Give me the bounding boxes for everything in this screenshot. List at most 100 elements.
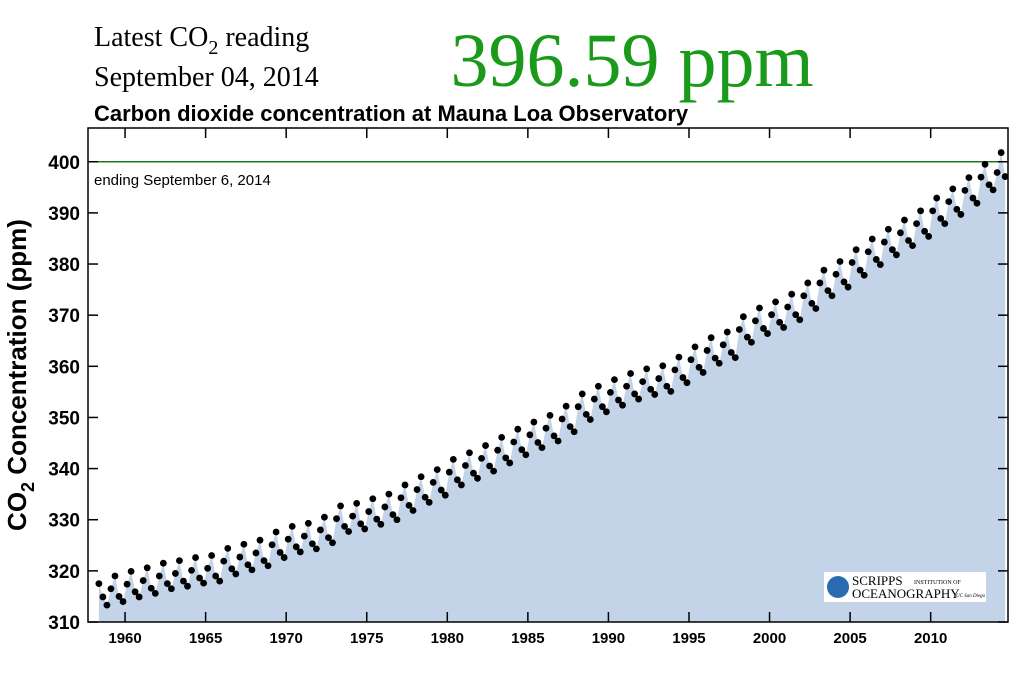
data-point [917, 207, 924, 215]
y-axis-label: CO2 Concentration (ppm) [2, 219, 38, 531]
x-tick-label: 1960 [108, 630, 141, 647]
data-point [490, 467, 498, 475]
data-point [429, 478, 437, 486]
data-point [856, 266, 864, 274]
data-point [933, 194, 941, 202]
data-point [788, 290, 796, 298]
data-point [514, 425, 522, 433]
data-point [764, 330, 771, 337]
data-point [123, 580, 131, 588]
area [98, 152, 1006, 623]
data-point [993, 169, 1001, 176]
data-point [651, 391, 659, 398]
data-point [691, 343, 699, 351]
data-point [804, 279, 812, 287]
data-point [107, 585, 115, 593]
data-point [566, 423, 574, 431]
data-point [308, 540, 316, 548]
data-point [715, 359, 723, 367]
data-point [510, 438, 518, 446]
data-point [361, 525, 369, 533]
data-point [139, 577, 147, 584]
data-point [727, 349, 735, 356]
data-point [643, 365, 651, 373]
y-tick-label: 400 [48, 153, 80, 174]
data-point [832, 270, 840, 278]
data-point [345, 528, 353, 535]
data-point [260, 557, 268, 565]
data-point [953, 205, 961, 213]
data-point [252, 549, 260, 557]
data-point [389, 511, 397, 519]
chart-title: Carbon dioxide concentration at Mauna Lo… [94, 101, 689, 126]
data-point [172, 570, 179, 577]
data-point [433, 466, 441, 474]
data-point [417, 473, 425, 481]
data-point [594, 382, 602, 390]
y-tick-label: 390 [48, 204, 80, 225]
data-point [546, 412, 554, 419]
data-point [163, 580, 171, 588]
data-point [941, 220, 949, 228]
y-tick-label: 340 [48, 460, 80, 481]
data-point [679, 374, 687, 381]
data-point [196, 574, 203, 582]
data-point [792, 311, 800, 319]
x-tick-label: 2010 [914, 630, 947, 647]
data-point [703, 347, 711, 354]
data-point [925, 233, 933, 240]
data-point [844, 283, 852, 291]
data-point [184, 582, 191, 590]
data-point [824, 287, 832, 295]
logo-campus: UC San Diego [956, 594, 986, 599]
data-point [836, 258, 844, 265]
data-point [268, 541, 276, 549]
data-point [494, 446, 502, 454]
data-point [337, 502, 344, 510]
data-point [937, 215, 945, 222]
logo-name2: OCEANOGRAPHY [852, 586, 960, 601]
data-point [180, 577, 187, 585]
data-point [377, 520, 385, 528]
data-point [147, 584, 155, 592]
x-tick-label: 1995 [672, 630, 705, 647]
data-point [675, 353, 683, 361]
data-point [176, 557, 183, 565]
data-point [929, 207, 937, 215]
data-point [333, 515, 340, 523]
data-point [840, 278, 848, 286]
data-point [820, 266, 828, 274]
data-point [425, 498, 433, 506]
data-point [458, 481, 465, 489]
logo-globe [827, 576, 849, 598]
data-point [562, 402, 570, 410]
data-point [530, 418, 538, 426]
data-point [615, 396, 622, 404]
data-point [872, 256, 880, 263]
data-point [880, 238, 888, 246]
data-point [159, 559, 167, 567]
logo: SCRIPPS INSTITUTION OF OCEANOGRAPHY UC S… [824, 572, 986, 602]
data-point [1001, 173, 1009, 180]
data-point [965, 174, 973, 182]
data-point [312, 545, 320, 553]
data-point [236, 553, 244, 561]
data-point [264, 562, 272, 570]
data-point [848, 259, 856, 266]
data-point [155, 572, 163, 580]
data-point [151, 589, 159, 597]
data-point [385, 490, 393, 498]
data-point [341, 522, 348, 530]
data-point [300, 532, 308, 540]
data-point [884, 225, 892, 233]
data-point [973, 199, 981, 207]
data-point [131, 588, 139, 596]
data-point [276, 549, 284, 556]
data-point [103, 601, 111, 609]
data-point [208, 552, 216, 559]
data-point [369, 495, 377, 503]
data-point [949, 185, 957, 193]
data-point [466, 449, 473, 457]
data-point [695, 363, 703, 371]
